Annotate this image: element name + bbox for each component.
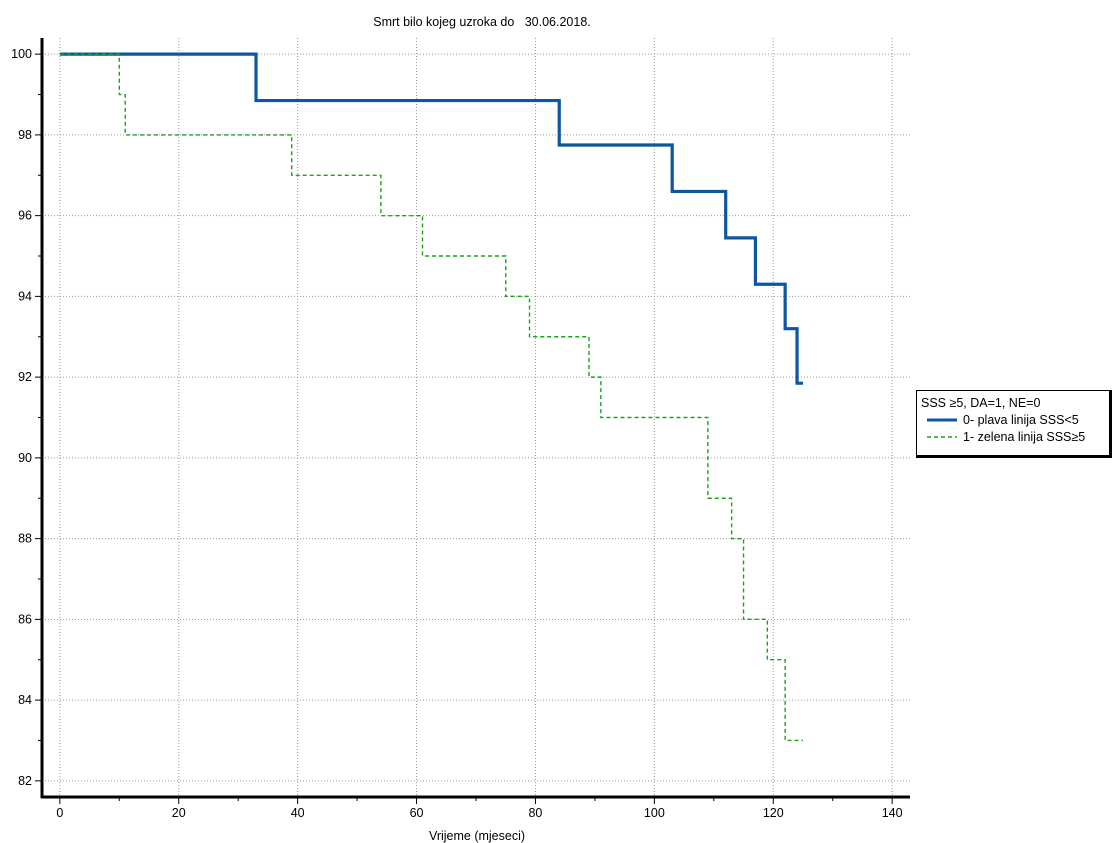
legend: SSS ≥5, DA=1, NE=0 0- plava linija SSS<5… [916, 390, 1112, 458]
y-tick-label-3: 88 [18, 532, 32, 546]
x-tick-label-0: 0 [56, 806, 63, 820]
x-tick-label-3: 60 [410, 806, 424, 820]
series-lines [59, 52, 803, 742]
legend-swatch-green [927, 435, 957, 438]
legend-label-series-1: 1- zelena linija SSS≥5 [963, 429, 1086, 444]
minor-ticks [38, 94, 834, 801]
y-tick-label-6: 94 [18, 289, 32, 303]
x-tick-label-4: 80 [528, 806, 542, 820]
x-axis-label: Vrijeme (mjeseci) [429, 829, 525, 843]
legend-title: SSS ≥5, DA=1, NE=0 [921, 396, 1041, 410]
x-tick-label-1: 20 [172, 806, 186, 820]
x-tick-label-2: 40 [291, 806, 305, 820]
y-tick-label-0: 82 [18, 774, 32, 788]
x-tick-label-7: 140 [882, 806, 903, 820]
y-tick-label-2: 86 [18, 612, 32, 626]
y-tick-label-9: 100 [11, 47, 32, 61]
y-tick-label-7: 96 [18, 209, 32, 223]
legend-item-series-1: 1- zelena linija SSS≥5 [921, 428, 1109, 445]
legend-label-series-0: 0- plava linija SSS<5 [963, 412, 1079, 427]
legend-swatch-blue [927, 418, 957, 421]
axes [35, 38, 910, 804]
y-tick-label-1: 84 [18, 693, 32, 707]
grid-lines [42, 38, 910, 797]
legend-item-series-0: 0- plava linija SSS<5 [921, 411, 1109, 428]
y-tick-label-4: 90 [18, 451, 32, 465]
series-line-0 [59, 52, 803, 385]
x-tick-label-5: 100 [644, 806, 665, 820]
series-line-1 [59, 53, 803, 742]
chart-title: Smrt bilo kojeg uzroka do 30.06.2018. [373, 15, 591, 29]
y-tick-label-8: 98 [18, 128, 32, 142]
y-tick-label-5: 92 [18, 370, 32, 384]
x-tick-label-6: 120 [763, 806, 784, 820]
tick-labels: 0 20 40 60 80 100 120 140 82 84 86 88 90 92 94 96 98 100 [11, 47, 902, 820]
